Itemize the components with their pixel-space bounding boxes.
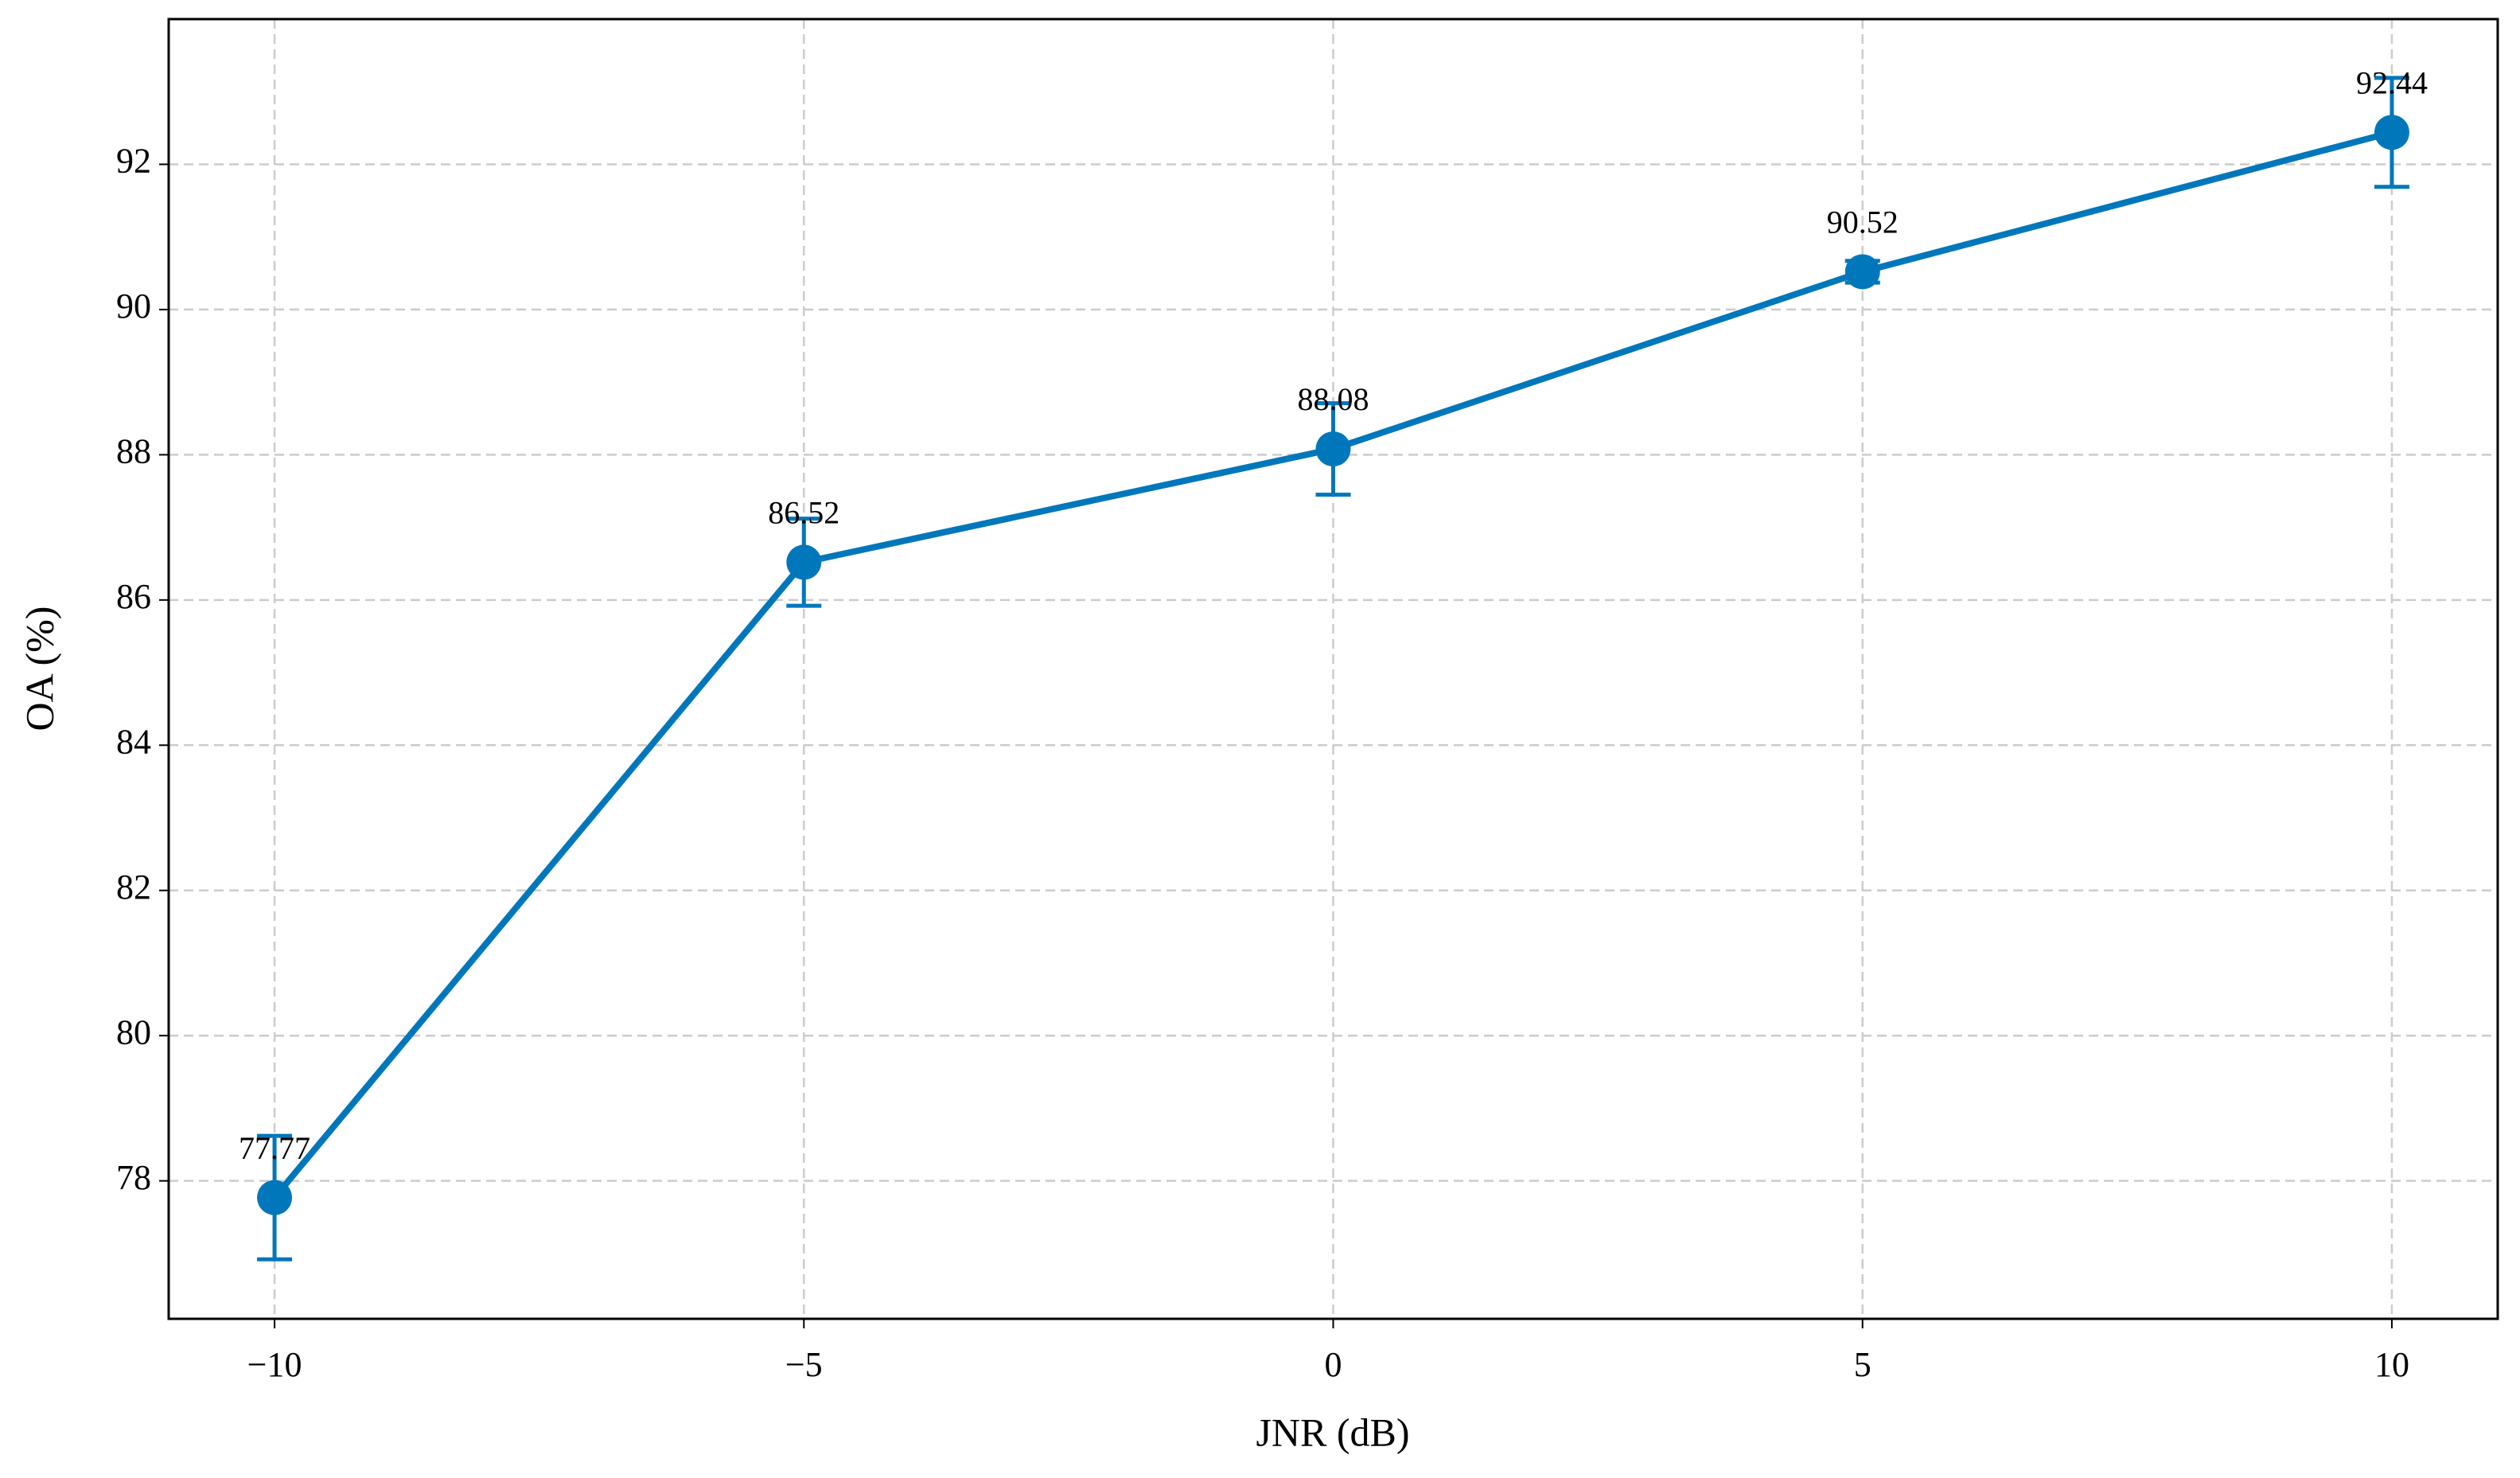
x-tick-label: 5 (1854, 1345, 1871, 1384)
y-tick-label: 88 (116, 431, 151, 470)
y-tick-label: 90 (116, 287, 151, 326)
y-tick-label: 78 (116, 1158, 151, 1197)
x-tick-label: 10 (2374, 1345, 2409, 1384)
y-tick-label: 82 (116, 868, 151, 907)
data-point (1315, 431, 1351, 467)
data-point (1844, 254, 1880, 290)
x-axis-label: JNR (dB) (1256, 1410, 1409, 1454)
value-label: 86.52 (768, 495, 839, 531)
y-tick-label: 86 (116, 577, 151, 616)
y-tick-label: 92 (116, 142, 151, 181)
x-tick-label: 0 (1325, 1345, 1342, 1384)
value-label: 88.08 (1298, 381, 1369, 417)
y-tick-label: 84 (116, 722, 151, 761)
data-point (786, 544, 822, 580)
value-label: 92.44 (2356, 64, 2428, 100)
x-tick-label: −5 (785, 1345, 823, 1384)
data-point (257, 1180, 293, 1215)
y-tick-label: 80 (116, 1012, 151, 1051)
x-tick-label: −10 (247, 1345, 302, 1384)
value-label: 90.52 (1827, 205, 1899, 240)
data-point (2374, 115, 2409, 150)
value-label: 77.77 (239, 1130, 310, 1166)
y-axis-label: OA (%) (17, 606, 61, 731)
plot-frame (167, 18, 2499, 1320)
